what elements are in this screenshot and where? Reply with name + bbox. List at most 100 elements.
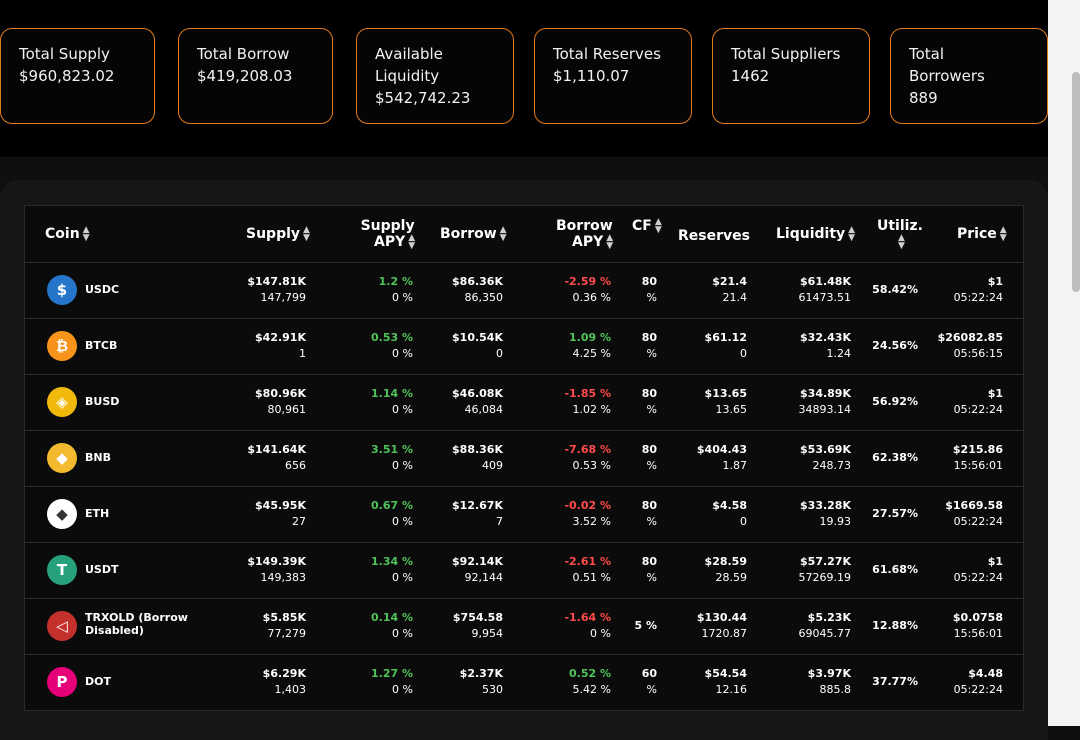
header-supply-apy[interactable]: Supply APY ▲ ▼ xyxy=(360,218,416,251)
supply-apy-subvalue: 0 % xyxy=(392,347,413,360)
liquidity-subvalue: 19.93 xyxy=(819,515,852,528)
supply-value: $141.64K xyxy=(247,443,306,456)
header-liquidity[interactable]: Liquidity ▲ ▼ xyxy=(776,225,856,243)
header-utiliz-label: Utiliz. xyxy=(877,218,923,234)
cell-utilization: 37.77% xyxy=(872,675,918,688)
borrow-value: $754.58 xyxy=(452,611,503,624)
stat-label: Total Borrowers xyxy=(909,45,985,85)
markets-table-body: $ USDC $147.81K 147,799 1.2 % 0 % $86.36K 86,35… xyxy=(24,263,1024,711)
cell-utilization: 56.92% xyxy=(872,395,918,408)
table-row[interactable]: $ USDC $147.81K 147,799 1.2 % 0 % $86.36K 86,35… xyxy=(24,263,1024,319)
sort-icon[interactable]: ▲ ▼ xyxy=(848,225,856,243)
sort-icon[interactable]: ▲ ▼ xyxy=(898,233,905,251)
cell-borrow-apy: -2.61 % 0.51 % xyxy=(564,554,611,586)
cell-borrow-apy: -1.64 % 0 % xyxy=(564,610,611,642)
sort-icon[interactable]: ▲ ▼ xyxy=(82,225,90,243)
liquidity-subvalue: 1.24 xyxy=(826,347,852,360)
reserves-value: $28.59 xyxy=(704,555,747,568)
sort-icon[interactable]: ▲ ▼ xyxy=(606,233,614,251)
cell-liquidity: $53.69K 248.73 xyxy=(800,442,851,474)
price-subvalue: 05:56:15 xyxy=(953,347,1003,360)
header-supply[interactable]: Supply ▲ ▼ xyxy=(246,225,310,243)
table-row[interactable]: P DOT $6.29K 1,403 1.27 % 0 % $2.37K 530 0.52 % 5… xyxy=(24,655,1024,711)
borrow-apy-value: -7.68 % xyxy=(564,443,611,456)
price-subvalue: 15:56:01 xyxy=(953,627,1003,640)
page-scrollbar[interactable] xyxy=(1048,0,1080,726)
liquidity-subvalue: 61473.51 xyxy=(798,291,852,304)
cell-reserves: $13.65 13.65 xyxy=(705,386,747,418)
liquidity-value: $53.69K xyxy=(800,443,851,456)
cf-subvalue: % xyxy=(646,515,657,528)
cell-reserves: $21.4 21.4 xyxy=(712,274,747,306)
reserves-subvalue: 0 xyxy=(740,515,747,528)
supply-apy-subvalue: 0 % xyxy=(392,459,413,472)
cell-borrow: $46.08K 46,084 xyxy=(452,386,503,418)
header-borrow[interactable]: Borrow ▲ ▼ xyxy=(440,225,507,243)
supply-subvalue: 80,961 xyxy=(267,403,307,416)
liquidity-subvalue: 34893.14 xyxy=(798,403,852,416)
table-row[interactable]: ◆ BNB $141.64K 656 3.51 % 0 % $88.36K 409 -7.68 … xyxy=(24,431,1024,487)
header-cf-label: CF xyxy=(632,218,652,234)
stat-card-total-supply: Total Supply $960,823.02 xyxy=(0,28,155,124)
price-value: $215.86 xyxy=(952,443,1003,456)
header-cf[interactable]: CF ▲ ▼ xyxy=(632,217,662,235)
cell-reserves: $54.54 12.16 xyxy=(705,666,747,698)
header-borrow-apy-line2: APY xyxy=(572,234,604,250)
cell-utilization: 58.42% xyxy=(872,283,918,296)
cell-supply-apy: 1.34 % 0 % xyxy=(371,554,413,586)
header-reserves[interactable]: Reserves xyxy=(678,228,750,244)
cell-borrow: $12.67K 7 xyxy=(452,498,503,530)
stat-label: Total Supply xyxy=(19,45,110,63)
table-row[interactable]: ◁ TRXOLD (Borrow Disabled) $5.85K 77,279 0.1… xyxy=(24,599,1024,655)
usdc-icon: $ xyxy=(47,275,77,305)
borrow-value: $92.14K xyxy=(452,555,503,568)
sort-icon[interactable]: ▲ ▼ xyxy=(303,225,310,243)
price-value: $1 xyxy=(987,555,1003,568)
cell-reserves: $404.43 1.87 xyxy=(697,442,747,474)
borrow-apy-value: -2.59 % xyxy=(564,275,611,288)
cell-reserves: $61.12 0 xyxy=(705,330,747,362)
table-row[interactable]: ◆ ETH $45.95K 27 0.67 % 0 % $12.67K 7 -0.02 % 3.5… xyxy=(24,487,1024,543)
cell-borrow-apy: -7.68 % 0.53 % xyxy=(564,442,611,474)
stat-card-total-borrowers: Total Borrowers 889 xyxy=(890,28,1048,124)
usdt-icon: T xyxy=(47,555,77,585)
borrow-subvalue: 530 xyxy=(482,683,503,696)
header-supply-apy-line2: APY xyxy=(374,234,406,250)
table-row[interactable]: T USDT $149.39K 149,383 1.34 % 0 % $92.14K 92,1… xyxy=(24,543,1024,599)
borrow-apy-subvalue: 5.42 % xyxy=(572,683,611,696)
cell-utilization: 62.38% xyxy=(872,451,918,464)
cell-borrow: $754.58 9,954 xyxy=(453,610,503,642)
cell-price: $1 05:22:24 xyxy=(954,554,1003,586)
sort-icon[interactable]: ▲ ▼ xyxy=(654,217,662,235)
price-value: $26082.85 xyxy=(937,331,1003,344)
cell-supply: $5.85K 77,279 xyxy=(263,610,306,642)
table-row[interactable]: ◈ BUSD $80.96K 80,961 1.14 % 0 % $46.08K 46,084… xyxy=(24,375,1024,431)
cell-supply-apy: 0.53 % 0 % xyxy=(371,330,413,362)
coin-name: DOT xyxy=(85,675,111,688)
cf-value: 80 xyxy=(641,555,657,568)
price-subvalue: 15:56:01 xyxy=(953,459,1003,472)
header-utiliz[interactable]: Utiliz. ▲ ▼ xyxy=(877,218,923,251)
cell-supply-apy: 0.14 % 0 % xyxy=(371,610,413,642)
cell-supply-apy: 1.14 % 0 % xyxy=(371,386,413,418)
cell-supply: $147.81K 147,799 xyxy=(247,274,306,306)
trx-icon: ◁ xyxy=(47,611,77,641)
sort-icon[interactable]: ▲ ▼ xyxy=(408,233,416,251)
supply-value: $147.81K xyxy=(247,275,306,288)
supply-subvalue: 147,799 xyxy=(260,291,307,304)
header-price[interactable]: Price ▲ ▼ xyxy=(957,225,1007,243)
coin-name: ETH xyxy=(85,507,110,520)
supply-apy-subvalue: 0 % xyxy=(392,627,413,640)
borrow-apy-value: 1.09 % xyxy=(569,331,611,344)
supply-apy-subvalue: 0 % xyxy=(392,403,413,416)
sort-icon[interactable]: ▲ ▼ xyxy=(499,225,507,243)
sort-icon[interactable]: ▲ ▼ xyxy=(999,225,1007,243)
stat-value: $542,742.23 xyxy=(375,89,471,107)
scrollbar-thumb[interactable] xyxy=(1072,72,1080,292)
cell-cf: 80% xyxy=(642,330,657,362)
table-row[interactable]: ₿ BTCB $42.91K 1 0.53 % 0 % $10.54K 0 1.09 % 4.25… xyxy=(24,319,1024,375)
header-borrow-apy[interactable]: Borrow APY ▲ ▼ xyxy=(556,218,614,251)
borrow-value: $46.08K xyxy=(452,387,503,400)
price-value: $0.0758 xyxy=(952,611,1003,624)
header-coin[interactable]: Coin ▲ ▼ xyxy=(45,225,90,243)
